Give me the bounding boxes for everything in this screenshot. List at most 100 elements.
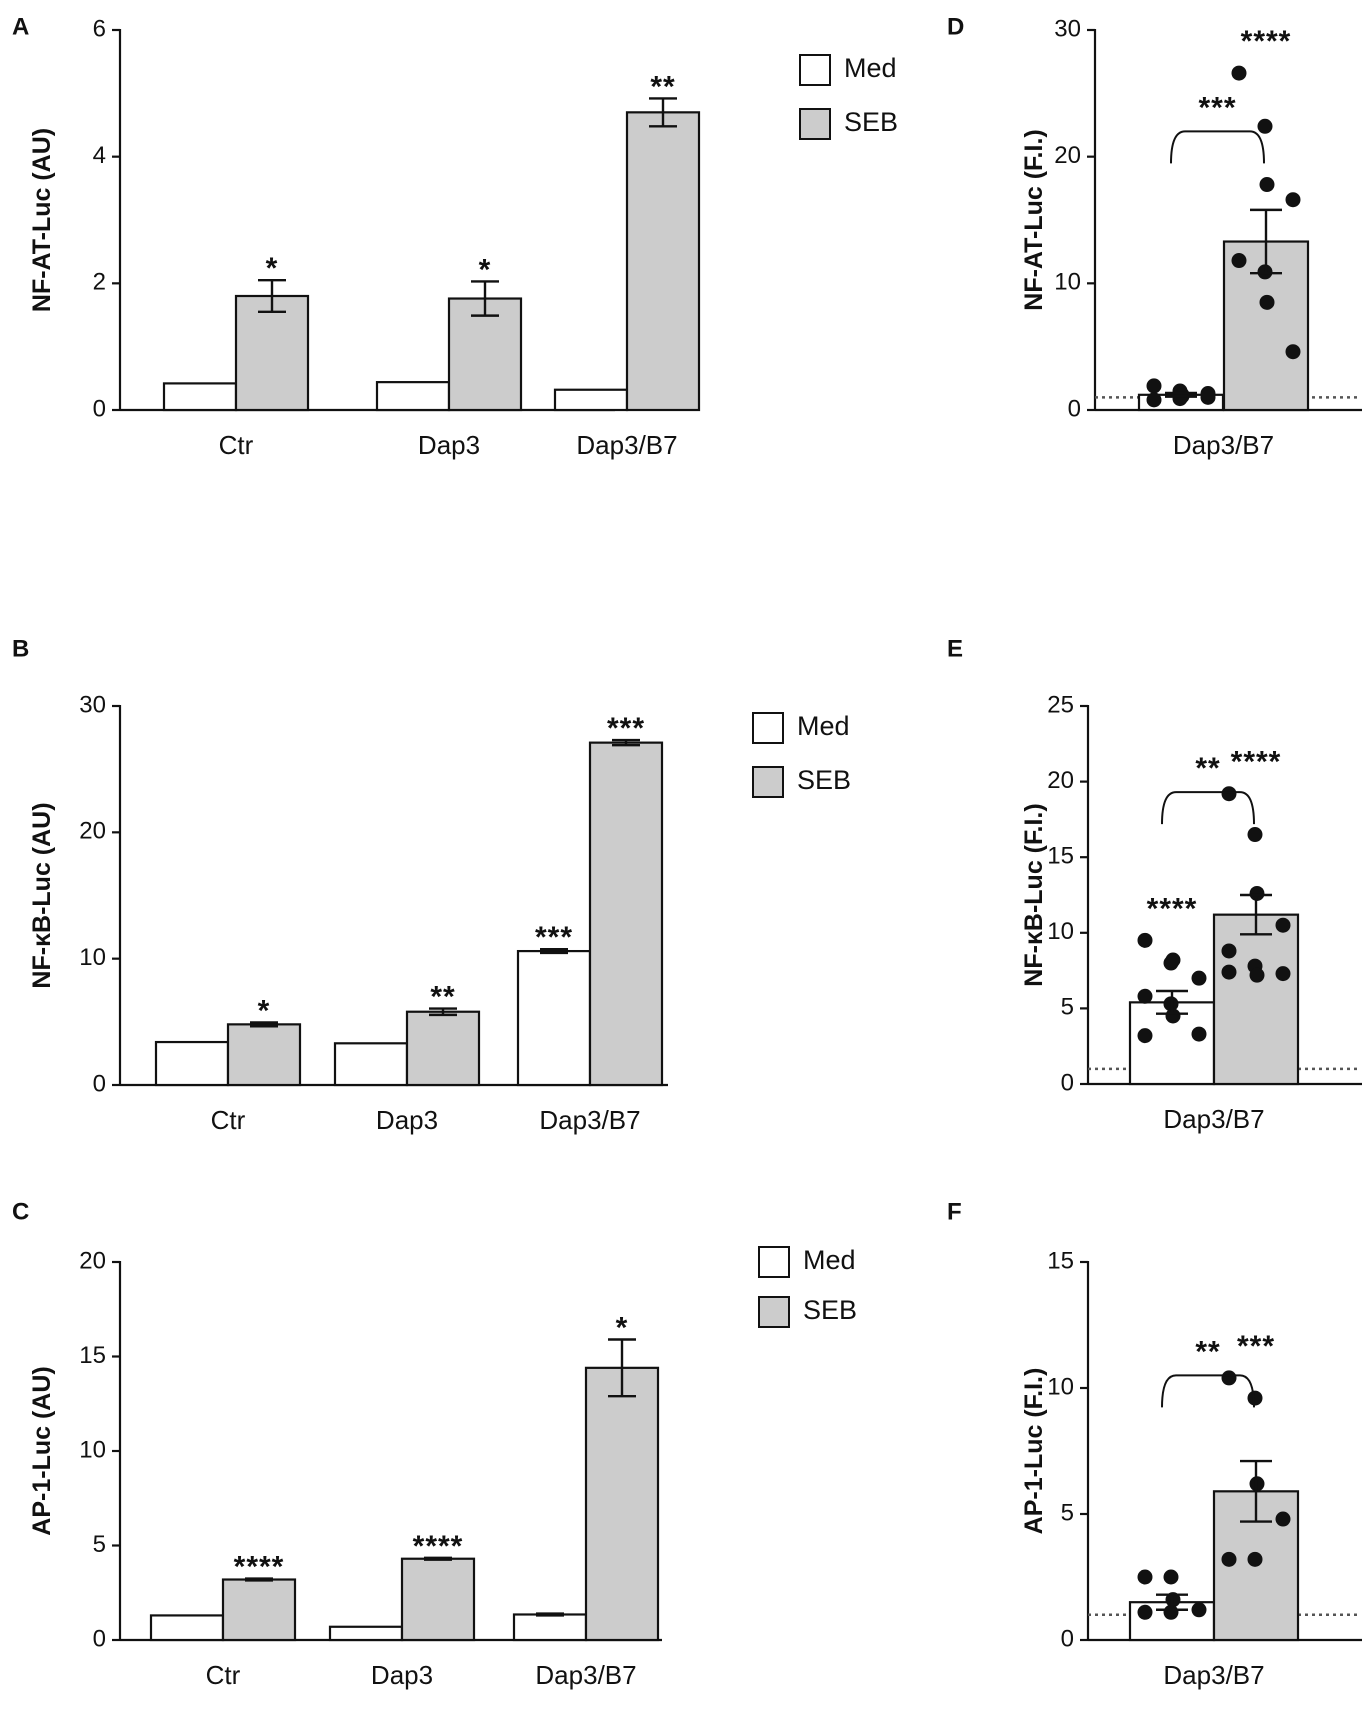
x-category-label: Dap3: [376, 1105, 438, 1135]
x-category-label: Dap3/B7: [535, 1660, 636, 1690]
panel-letter: A: [12, 13, 29, 40]
bar-seb: [405, 1010, 481, 1087]
y-tick-label: 0: [1061, 1069, 1074, 1096]
legend-swatch-seb: [752, 766, 784, 798]
bar-seb: [400, 1557, 476, 1642]
y-tick-label: 15: [79, 1342, 106, 1369]
significance-bracket: [1161, 1374, 1255, 1408]
data-point: [1249, 967, 1265, 983]
data-point: [1137, 1604, 1153, 1620]
significance-stars: ****: [1231, 746, 1282, 779]
panel-letter: B: [12, 635, 29, 662]
y-axis-label: NF-AT-Luc (F.I.): [1020, 129, 1048, 310]
data-point: [1247, 827, 1263, 843]
bracket-stars: ***: [1198, 91, 1236, 124]
data-point: [1285, 344, 1301, 360]
data-point: [1191, 1026, 1207, 1042]
significance-stars: **: [430, 981, 455, 1014]
data-point: [1221, 964, 1237, 980]
y-tick-label: 20: [1054, 142, 1081, 169]
x-category-label: Dap3/B7: [576, 430, 677, 460]
bar-seb: [226, 1023, 302, 1087]
x-category-label: Dap3/B7: [1173, 430, 1274, 460]
data-point: [1163, 1604, 1179, 1620]
chart-panel-F: F 0 5 10 15 AP-1-Luc (F.I.) *** Dap3/B7 **: [947, 1198, 1362, 1690]
chart-panel-E: E 0 5 10 15 20 25 NF-κB-Luc (F.I.) **** **** Dap3/…: [947, 635, 1362, 1134]
x-category-label: Dap3: [371, 1660, 433, 1690]
y-tick-label: 20: [1047, 767, 1074, 794]
data-point: [1163, 1569, 1179, 1585]
legend-label: SEB: [797, 765, 851, 795]
bar-med: [328, 1625, 404, 1642]
bar-med: [154, 1040, 230, 1087]
data-point: [1165, 1008, 1181, 1024]
panel-letter: D: [947, 13, 964, 40]
legend-swatch-med: [799, 54, 831, 86]
x-category-label: Ctr: [206, 1660, 241, 1690]
data-point: [1231, 65, 1247, 81]
legend-swatch-seb: [799, 108, 831, 140]
x-category-label: Dap3/B7: [1163, 1104, 1264, 1134]
y-tick-label: 10: [1047, 1373, 1074, 1400]
bar-med: [375, 381, 451, 412]
bar-med: [162, 382, 238, 412]
data-point: [1285, 192, 1301, 208]
bar-med: [149, 1614, 225, 1642]
y-tick-label: 15: [1047, 843, 1074, 870]
data-point: [1259, 294, 1275, 310]
y-tick-label: 5: [93, 1531, 106, 1558]
y-tick-label: 25: [1047, 691, 1074, 718]
data-point: [1221, 1551, 1237, 1567]
data-point: [1221, 1370, 1237, 1386]
bar-med: [333, 1042, 409, 1087]
data-point: [1146, 392, 1162, 408]
data-point: [1221, 786, 1237, 802]
chart-panel-B: B 0 10 20 30 NF-κB-Luc (AU) * Ctr ** Dap3 *** *** Da…: [12, 635, 851, 1135]
significance-stars: ****: [234, 1551, 285, 1584]
significance-stars: *: [479, 253, 492, 286]
y-tick-label: 4: [93, 142, 106, 169]
x-category-label: Dap3/B7: [539, 1105, 640, 1135]
legend-label: Med: [803, 1245, 856, 1275]
bar-seb: [221, 1578, 297, 1642]
legend-label: Med: [797, 711, 850, 741]
y-tick-label: 10: [1054, 269, 1081, 296]
y-tick-label: 0: [1068, 395, 1081, 422]
y-tick-label: 10: [1047, 918, 1074, 945]
y-tick-label: 5: [1061, 994, 1074, 1021]
significance-stars: ***: [607, 712, 645, 745]
data-point: [1200, 386, 1216, 402]
y-tick-label: 30: [79, 691, 106, 718]
significance-stars: ****: [413, 1530, 464, 1563]
panel-letter: F: [947, 1198, 962, 1225]
legend-swatch-med: [752, 712, 784, 744]
data-point: [1275, 966, 1291, 982]
significance-bracket: [1170, 130, 1265, 164]
y-tick-label: 15: [1047, 1247, 1074, 1274]
significance-stars: *: [266, 252, 279, 285]
bracket-stars: **: [1195, 752, 1220, 785]
y-axis-label: AP-1-Luc (F.I.): [1020, 1368, 1048, 1535]
bar-seb: [588, 741, 664, 1087]
y-tick-label: 2: [93, 269, 106, 296]
data-point: [1247, 1390, 1263, 1406]
significance-stars: ***: [1237, 1330, 1275, 1363]
chart-panel-A: A 0 2 4 6 NF-AT-Luc (AU) * Ctr * Dap3 ** Dap3/B7 Med…: [12, 13, 898, 460]
bracket-stars: **: [1195, 1335, 1220, 1368]
x-category-label: Dap3: [418, 430, 480, 460]
data-point: [1221, 943, 1237, 959]
data-point: [1275, 1511, 1291, 1527]
significance-stars: *: [616, 1311, 629, 1344]
y-tick-label: 0: [1061, 1625, 1074, 1652]
y-tick-label: 20: [79, 818, 106, 845]
y-tick-label: 10: [79, 944, 106, 971]
bar-med: [553, 388, 629, 412]
significance-stars: *: [258, 994, 271, 1027]
x-category-label: Ctr: [219, 430, 254, 460]
y-tick-label: 0: [93, 1625, 106, 1652]
y-tick-label: 20: [79, 1247, 106, 1274]
panel-letter: C: [12, 1198, 29, 1225]
x-category-label: Dap3/B7: [1163, 1660, 1264, 1690]
data-point: [1257, 118, 1273, 134]
y-axis-label: AP-1-Luc (AU): [28, 1366, 56, 1535]
